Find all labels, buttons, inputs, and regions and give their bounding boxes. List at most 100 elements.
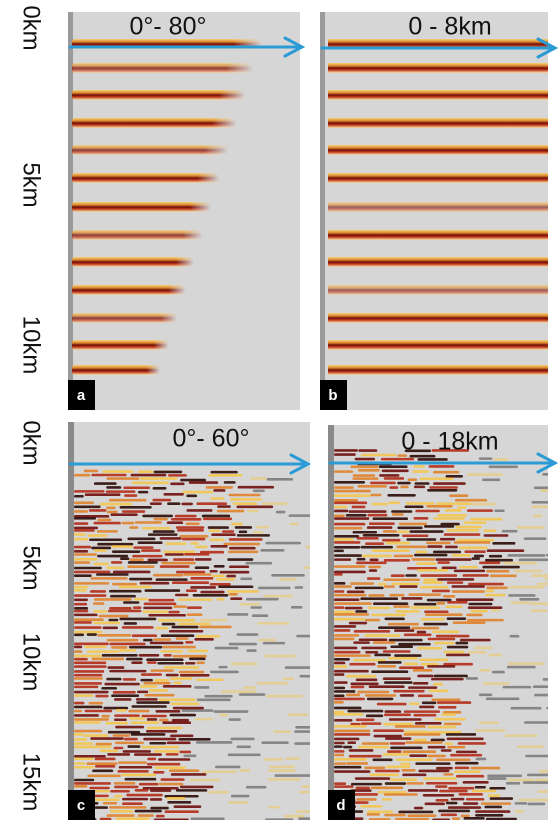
stripe: [207, 526, 229, 529]
stripe: [228, 538, 263, 541]
stripe: [529, 602, 548, 605]
stripe: [355, 718, 375, 722]
stripe: [209, 582, 231, 586]
stripe: [162, 645, 196, 649]
stripe: [411, 558, 436, 561]
stripe: [422, 581, 443, 584]
stripe: [348, 510, 387, 513]
stripe: [72, 230, 203, 240]
stripe: [417, 694, 433, 698]
arrow-head: [536, 452, 559, 474]
stripe: [107, 666, 125, 669]
stripe: [334, 489, 372, 493]
stripe: [74, 670, 105, 673]
panel-edge: [68, 422, 74, 820]
stripe: [149, 798, 163, 801]
stripe: [74, 490, 105, 493]
stripe: [74, 661, 107, 665]
stripe: [230, 662, 258, 666]
stripe: [190, 577, 214, 580]
stripe: [328, 90, 548, 100]
arrow-head: [536, 37, 559, 59]
stripe: [122, 678, 137, 681]
stripe: [196, 678, 224, 682]
stripe: [364, 634, 401, 637]
stripe: [443, 710, 462, 714]
stripe: [86, 762, 118, 765]
stripe: [189, 778, 221, 782]
stripe: [427, 665, 456, 668]
stripe: [334, 669, 369, 673]
stripe: [134, 597, 149, 601]
stripe: [74, 618, 104, 622]
depth-label: 10km: [18, 633, 45, 692]
stripe: [74, 782, 111, 785]
stripe: [243, 686, 256, 690]
stripe: [155, 578, 188, 581]
stripe: [414, 485, 426, 489]
stripe: [492, 670, 505, 674]
stripe: [90, 590, 107, 593]
stripe: [150, 806, 169, 810]
stripe: [454, 498, 488, 502]
stripe: [72, 285, 186, 295]
stripe: [74, 682, 102, 685]
stripe: [132, 554, 163, 558]
stripe: [394, 725, 426, 728]
stripe: [390, 574, 405, 578]
stripe: [188, 481, 219, 484]
stripe: [179, 674, 210, 677]
stripe: [95, 742, 112, 746]
stripe: [394, 654, 422, 657]
stripe: [449, 494, 469, 498]
stripe: [438, 706, 457, 709]
stripe: [159, 565, 190, 568]
stripe: [519, 598, 540, 601]
stripe: [118, 585, 152, 589]
stripe: [379, 474, 400, 477]
stripe: [161, 561, 196, 565]
stripe: [417, 646, 443, 650]
stripe: [369, 558, 379, 562]
stripe: [216, 597, 225, 601]
stripe: [456, 538, 495, 542]
stripe: [368, 685, 405, 689]
stripe: [108, 609, 142, 613]
stripe: [186, 494, 198, 498]
stripe: [399, 666, 425, 670]
stripe: [246, 597, 279, 601]
stripe: [138, 470, 154, 473]
stripe: [229, 498, 262, 501]
stripe: [334, 590, 345, 593]
stripe: [291, 606, 303, 609]
stripe: [348, 749, 374, 752]
stripe: [74, 522, 89, 525]
stripe: [114, 785, 139, 789]
stripe: [404, 449, 431, 453]
stripe: [129, 558, 144, 561]
stripe: [97, 518, 112, 522]
stripe: [74, 533, 86, 536]
stripe: [406, 782, 424, 785]
stripe: [231, 522, 243, 526]
stripe: [531, 501, 548, 504]
stripe: [140, 673, 162, 676]
stripe: [365, 650, 379, 654]
stripe: [110, 594, 136, 598]
stripe: [424, 610, 449, 614]
stripe: [453, 569, 486, 573]
stripe: [352, 474, 376, 477]
stripe: [334, 681, 348, 684]
stripe: [462, 574, 489, 577]
stripe: [413, 713, 437, 717]
stripe: [83, 734, 109, 737]
stripe: [246, 649, 257, 652]
stripe: [173, 681, 183, 685]
stripe: [334, 453, 356, 456]
stripe: [236, 633, 259, 636]
stripe: [451, 585, 485, 588]
depth-label: 5km: [18, 545, 45, 590]
stripe: [384, 585, 395, 588]
stripe: [537, 790, 548, 793]
stripe: [328, 173, 548, 183]
